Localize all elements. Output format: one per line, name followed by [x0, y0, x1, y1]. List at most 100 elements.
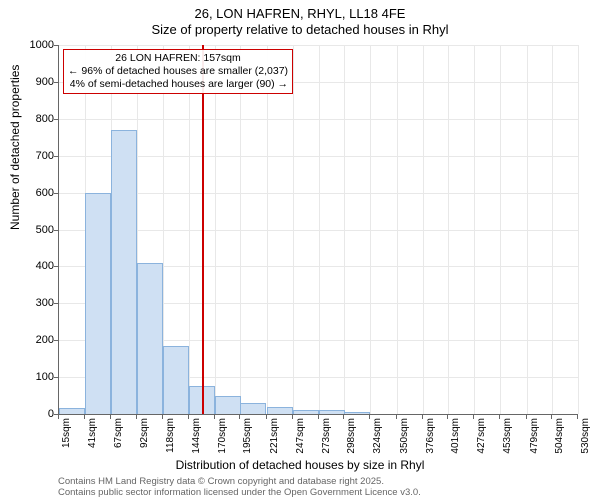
y-tick-label: 800 [14, 113, 54, 125]
x-tick-mark [396, 415, 397, 419]
histogram-bar [293, 410, 319, 414]
x-tick-mark [84, 415, 85, 419]
x-tick-label: 324sqm [372, 418, 383, 468]
chart-container: 26, LON HAFREN, RHYL, LL18 4FE Size of p… [0, 0, 600, 500]
x-tick-label: 298sqm [346, 418, 357, 468]
y-tick-label: 300 [14, 297, 54, 309]
x-tick-mark [318, 415, 319, 419]
x-tick-mark [162, 415, 163, 419]
x-tick-label: 67sqm [113, 418, 124, 468]
x-tick-mark [499, 415, 500, 419]
y-tick-label: 200 [14, 334, 54, 346]
footer-line1: Contains HM Land Registry data © Crown c… [58, 476, 421, 487]
x-tick-label: 427sqm [476, 418, 487, 468]
histogram-bar [344, 412, 370, 414]
x-tick-mark [266, 415, 267, 419]
histogram-bar [319, 410, 345, 414]
x-tick-mark [110, 415, 111, 419]
y-tick-mark [54, 45, 58, 46]
gridline-vertical [552, 45, 553, 414]
y-tick-mark [54, 340, 58, 341]
annotation-line1: 26 LON HAFREN: 157sqm [68, 52, 288, 65]
gridline-vertical [500, 45, 501, 414]
annotation-line3: 4% of semi-detached houses are larger (9… [68, 78, 288, 91]
x-tick-label: 118sqm [165, 418, 176, 468]
plot-area: 26 LON HAFREN: 157sqm ← 96% of detached … [58, 45, 578, 415]
footer-line2: Contains public sector information licen… [58, 487, 421, 498]
y-tick-mark [54, 193, 58, 194]
y-tick-mark [54, 156, 58, 157]
y-tick-label: 500 [14, 224, 54, 236]
annotation-line2: ← 96% of detached houses are smaller (2,… [68, 65, 288, 78]
annotation-box: 26 LON HAFREN: 157sqm ← 96% of detached … [63, 49, 293, 94]
x-tick-mark [551, 415, 552, 419]
gridline-vertical [267, 45, 268, 414]
x-tick-mark [136, 415, 137, 419]
y-tick-mark [54, 82, 58, 83]
gridline-vertical [448, 45, 449, 414]
gridline-vertical [240, 45, 241, 414]
gridline-vertical [293, 45, 294, 414]
gridline-vertical [423, 45, 424, 414]
x-tick-mark [292, 415, 293, 419]
x-tick-label: 15sqm [61, 418, 72, 468]
x-tick-mark [58, 415, 59, 419]
x-tick-label: 170sqm [217, 418, 228, 468]
x-tick-mark [214, 415, 215, 419]
y-tick-label: 700 [14, 150, 54, 162]
x-tick-label: 221sqm [269, 418, 280, 468]
y-tick-mark [54, 119, 58, 120]
x-tick-label: 479sqm [529, 418, 540, 468]
x-tick-mark [526, 415, 527, 419]
x-tick-mark [369, 415, 370, 419]
gridline-vertical [578, 45, 579, 414]
x-tick-label: 530sqm [580, 418, 591, 468]
x-tick-label: 350sqm [399, 418, 410, 468]
chart-title-line2: Size of property relative to detached ho… [0, 22, 600, 37]
y-tick-label: 100 [14, 371, 54, 383]
x-tick-label: 376sqm [425, 418, 436, 468]
gridline-vertical [474, 45, 475, 414]
x-tick-mark [473, 415, 474, 419]
footer-attribution: Contains HM Land Registry data © Crown c… [58, 476, 421, 499]
x-tick-label: 247sqm [295, 418, 306, 468]
gridline-vertical [527, 45, 528, 414]
x-tick-mark [343, 415, 344, 419]
histogram-bar [240, 403, 266, 414]
x-tick-mark [188, 415, 189, 419]
x-tick-label: 401sqm [450, 418, 461, 468]
gridline-vertical [189, 45, 190, 414]
gridline-vertical [370, 45, 371, 414]
y-tick-label: 400 [14, 260, 54, 272]
histogram-bar [137, 263, 163, 414]
x-tick-mark [447, 415, 448, 419]
chart-title-line1: 26, LON HAFREN, RHYL, LL18 4FE [0, 6, 600, 21]
y-tick-mark [54, 377, 58, 378]
histogram-bar [85, 193, 111, 414]
gridline-vertical [397, 45, 398, 414]
gridline-vertical [215, 45, 216, 414]
x-tick-label: 144sqm [191, 418, 202, 468]
y-tick-label: 1000 [14, 39, 54, 51]
y-axis-label: Number of detached properties [8, 65, 22, 230]
x-tick-mark [577, 415, 578, 419]
gridline-vertical [344, 45, 345, 414]
histogram-bar [163, 346, 189, 414]
y-tick-mark [54, 303, 58, 304]
x-tick-label: 273sqm [321, 418, 332, 468]
histogram-bar [59, 408, 85, 414]
x-tick-label: 92sqm [139, 418, 150, 468]
histogram-bar [111, 130, 137, 414]
marker-line [202, 45, 204, 414]
x-tick-label: 195sqm [242, 418, 253, 468]
y-tick-label: 600 [14, 187, 54, 199]
x-tick-label: 453sqm [502, 418, 513, 468]
x-tick-label: 41sqm [87, 418, 98, 468]
y-tick-mark [54, 266, 58, 267]
x-tick-mark [239, 415, 240, 419]
y-tick-label: 0 [14, 408, 54, 420]
y-tick-mark [54, 230, 58, 231]
x-tick-mark [422, 415, 423, 419]
histogram-bar [267, 407, 293, 414]
y-tick-label: 900 [14, 76, 54, 88]
